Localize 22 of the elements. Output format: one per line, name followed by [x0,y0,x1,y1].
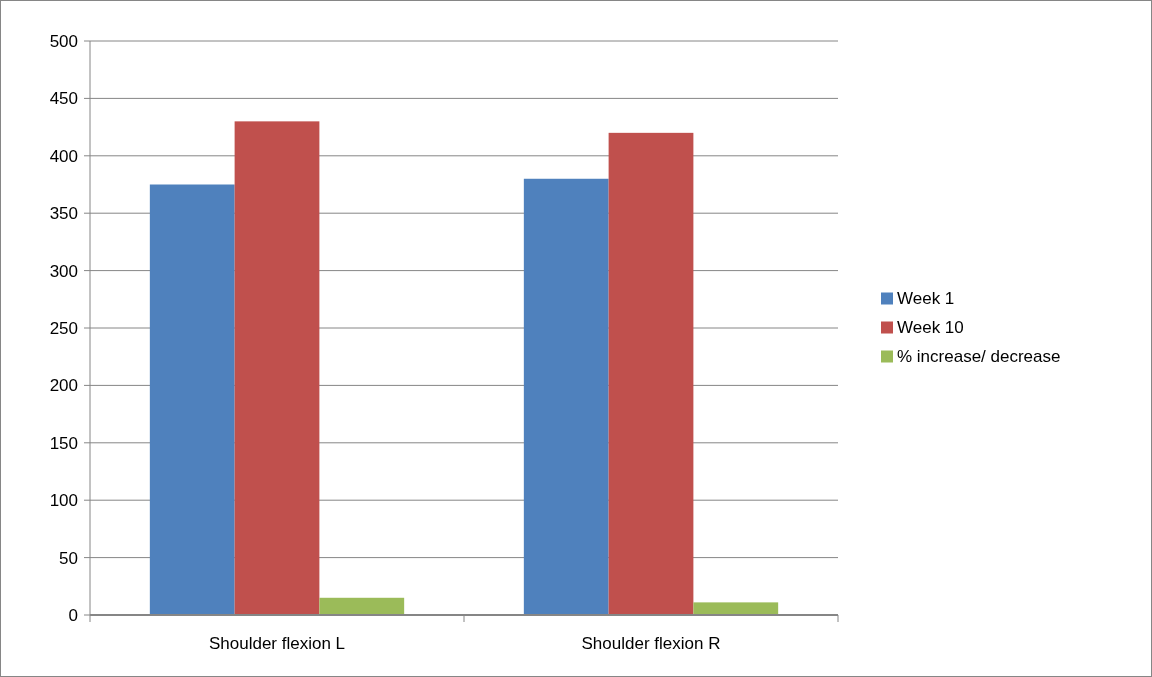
y-tick-label: 500 [49,31,78,51]
y-tick-label: 400 [49,146,78,166]
y-tick-label: 100 [49,491,78,511]
bar [523,178,609,615]
bar [608,132,694,615]
y-tick-label: 250 [49,318,78,338]
y-tick-label: 150 [49,433,78,453]
y-tick-label: 300 [49,261,78,281]
bar [234,121,320,615]
bar [319,597,405,615]
x-tick-label: Shoulder flexion L [208,634,346,653]
y-tick-label: 450 [49,89,78,109]
y-tick-label: 350 [49,204,78,224]
legend-label: Week 1 [897,289,955,309]
bar [693,602,779,615]
bar [149,184,235,615]
y-tick-label: 0 [68,605,78,625]
y-tick-label: 50 [59,548,78,568]
legend-label: % increase/ decrease [897,347,1061,367]
y-tick-label: 200 [49,376,78,396]
legend-label: Week 10 [897,318,964,338]
x-tick-label: Shoulder flexion R [581,634,721,653]
